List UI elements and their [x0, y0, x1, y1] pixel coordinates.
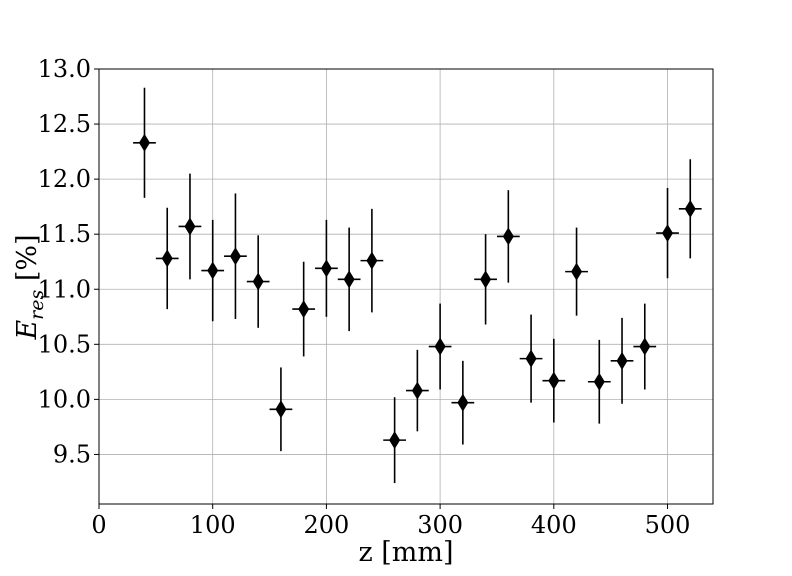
data-point [161, 249, 173, 268]
y-tick-label: 11.0 [38, 275, 91, 303]
x-tick-label: 500 [645, 511, 691, 539]
data-point [662, 224, 674, 243]
y-axis-ticks: 9.5 10.0 10.5 11.0 11.5 12.0 12.5 13.0 [38, 55, 99, 468]
data-point [411, 381, 423, 400]
y-tick-label: 13.0 [38, 55, 91, 83]
data-points [138, 133, 696, 450]
x-axis-ticks: 0 100 200 300 400 500 [91, 504, 690, 539]
data-point [298, 300, 310, 319]
y-tick-label: 12.0 [38, 165, 91, 193]
data-point [502, 227, 514, 246]
grid [98, 68, 713, 504]
y-tick-label: 10.0 [38, 385, 91, 413]
x-tick-label: 300 [417, 511, 463, 539]
y-tick-label: 11.5 [38, 220, 91, 248]
y-axis-label-subscript: res [26, 290, 48, 320]
y-axis-label-unit: [%] [12, 234, 43, 289]
data-point [548, 371, 560, 390]
y-tick-label: 9.5 [53, 440, 91, 468]
data-point [252, 272, 264, 291]
data-point [207, 261, 219, 280]
x-tick-label: 200 [304, 511, 350, 539]
data-point [366, 251, 378, 270]
data-point [616, 351, 628, 370]
data-point [389, 431, 401, 450]
data-point [480, 270, 492, 289]
data-point [320, 259, 332, 278]
data-point [275, 400, 287, 419]
data-point [525, 349, 537, 368]
data-point [229, 247, 241, 266]
x-axis-label: z [mm] [358, 537, 453, 568]
data-point [184, 217, 196, 236]
x-tick-label: 0 [91, 511, 106, 539]
data-point [571, 262, 583, 281]
data-point [684, 199, 696, 218]
x-tick-label: 100 [190, 511, 236, 539]
y-tick-label: 10.5 [38, 330, 91, 358]
y-axis-label-symbol: E [12, 320, 43, 341]
y-tick-label: 12.5 [38, 110, 91, 138]
error-bars [133, 87, 702, 484]
data-point [457, 393, 469, 412]
data-point [639, 337, 651, 356]
data-point [138, 133, 150, 152]
data-point [343, 270, 355, 289]
data-point [593, 372, 605, 391]
plot-frame [98, 68, 714, 505]
data-point [434, 337, 446, 356]
x-tick-label: 400 [531, 511, 577, 539]
y-axis-label: Eres [%] [12, 234, 48, 340]
